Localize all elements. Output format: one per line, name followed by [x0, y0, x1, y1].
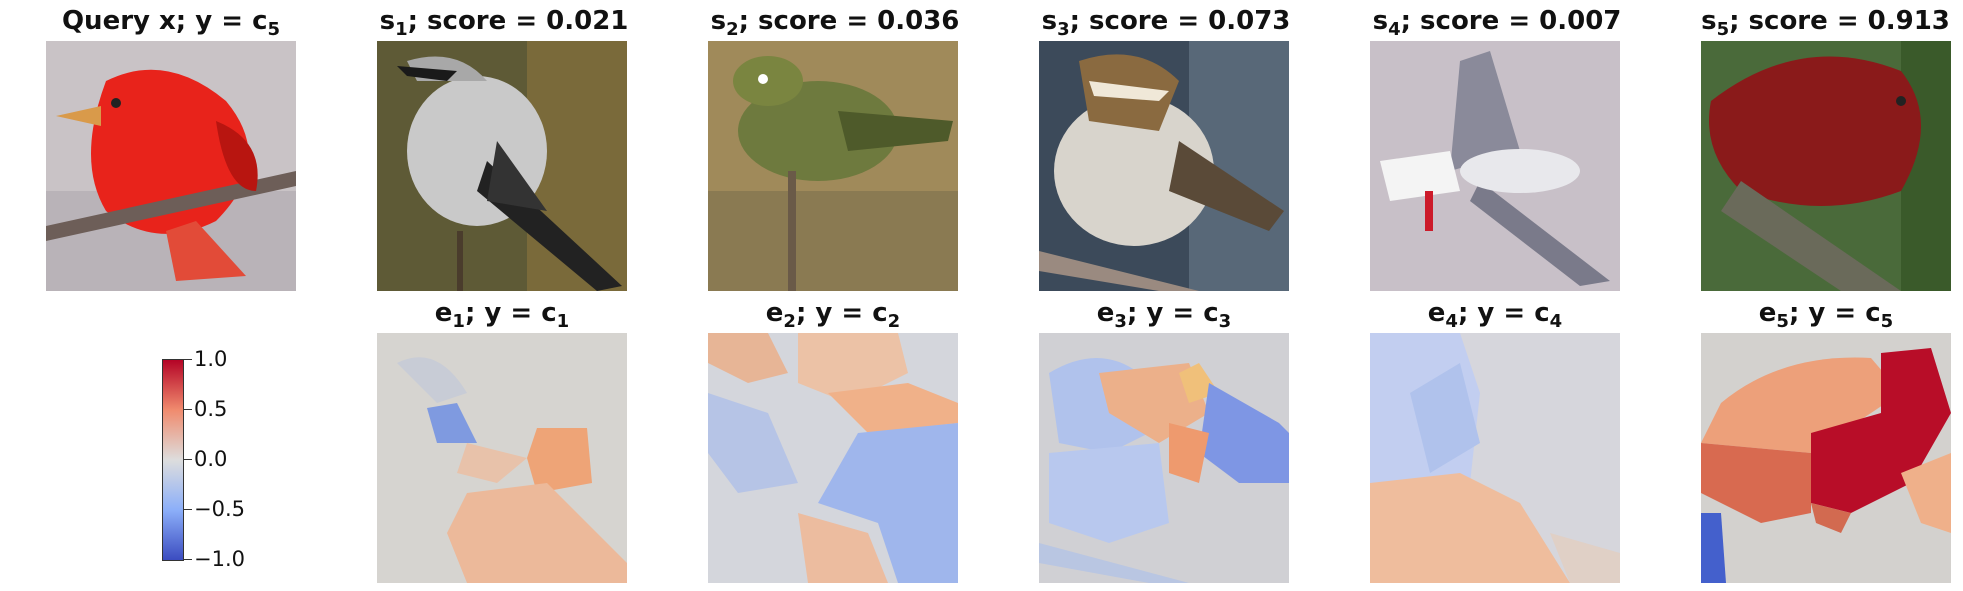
sample-image-2 — [708, 41, 958, 291]
colorbar-tick-label: 1.0 — [194, 347, 228, 371]
colorbar-tick-label: −1.0 — [194, 547, 245, 571]
colorbar-tick-label: −0.5 — [194, 497, 245, 521]
sample-image-3 — [1039, 41, 1289, 291]
colorbar-tick — [184, 509, 192, 510]
explanation-map-4 — [1370, 333, 1620, 583]
expl-title-5: e5; y = c5 — [1758, 298, 1894, 333]
colorbar-tick — [184, 559, 192, 560]
explanation-map-1 — [377, 333, 627, 583]
sample-title-3: s3; score = 0.073 — [1041, 6, 1291, 41]
expl-title-2: e2; y = c2 — [765, 298, 901, 333]
sample-image-5 — [1701, 41, 1951, 291]
query-image — [46, 41, 296, 291]
explanation-map-5 — [1701, 333, 1951, 583]
expl-title-1: e1; y = c1 — [434, 298, 570, 333]
colorbar-tick — [184, 409, 192, 410]
sample-title-4: s4; score = 0.007 — [1372, 6, 1622, 41]
colorbar-tick-label: 0.5 — [194, 397, 228, 421]
colorbar-tick-label: 0.0 — [194, 447, 228, 471]
query-title: Query x; y = c5 — [61, 6, 281, 41]
colorbar-tick — [184, 459, 192, 460]
sample-title-1: s1; score = 0.021 — [379, 6, 629, 41]
expl-title-4: e4; y = c4 — [1427, 298, 1563, 333]
colorbar-tick — [184, 359, 192, 360]
explanation-map-2 — [708, 333, 958, 583]
colorbar — [162, 359, 184, 561]
query-class-sub: 5 — [267, 19, 281, 41]
sample-title-2: s2; score = 0.036 — [710, 6, 960, 41]
explanation-map-3 — [1039, 333, 1289, 583]
expl-title-3: e3; y = c3 — [1096, 298, 1232, 333]
sample-image-4 — [1370, 41, 1620, 291]
sample-title-5: s5; score = 0.913 — [1701, 6, 1950, 41]
sample-image-1 — [377, 41, 627, 291]
